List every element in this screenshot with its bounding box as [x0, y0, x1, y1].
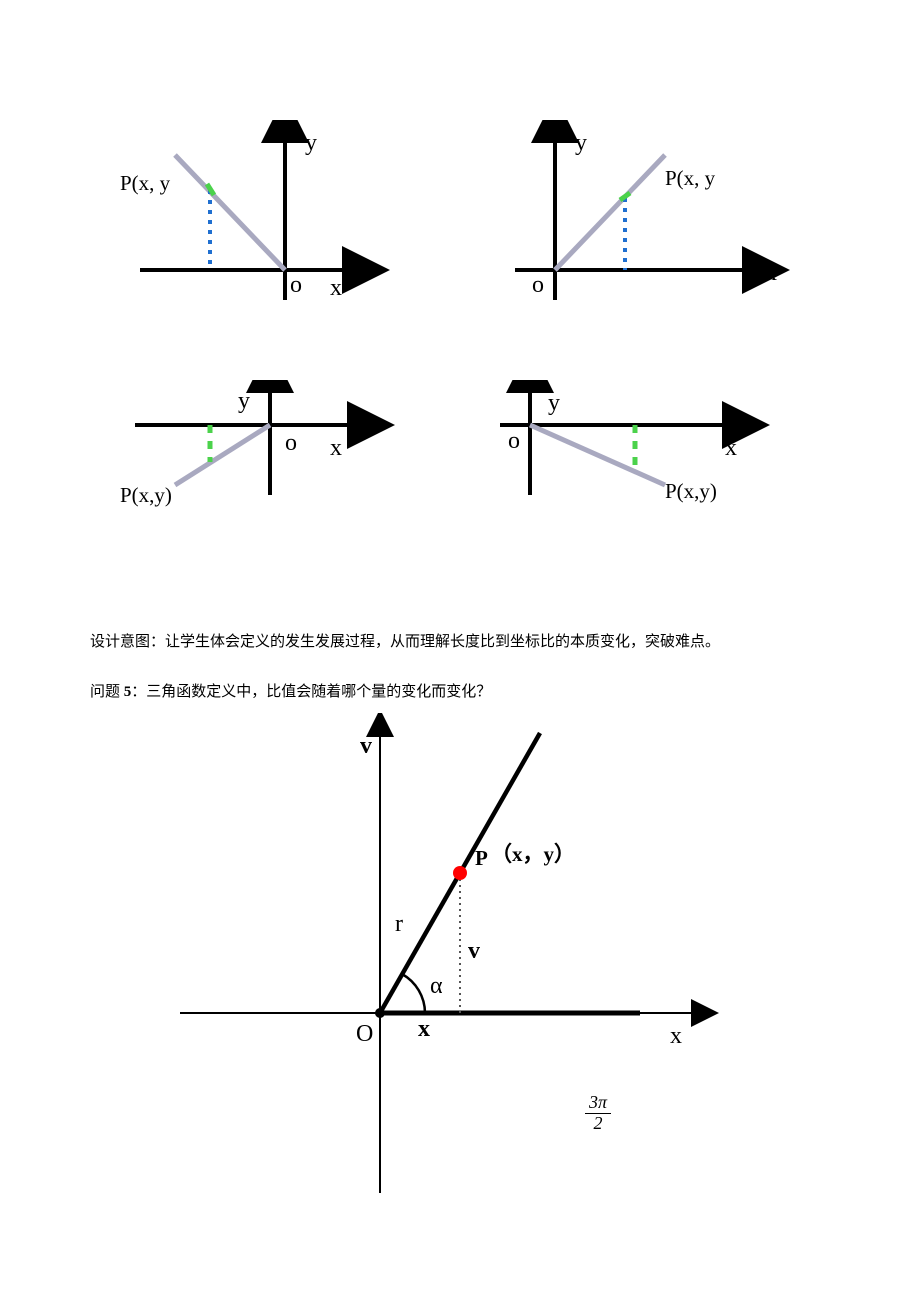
diagram-q4-svg: y x o P(x,y): [470, 380, 810, 520]
diagram-q3: y x o P(x,y): [90, 380, 450, 580]
origin-label: o: [508, 428, 520, 454]
x-axis-label: x: [670, 1023, 682, 1049]
diagram-q1-svg: y x o P(x, y: [470, 120, 810, 320]
y-axis-label: y: [238, 388, 250, 414]
y-axis-label: y: [575, 130, 587, 156]
point-label: P(x,y): [120, 483, 172, 507]
origin-label: o: [532, 272, 544, 298]
inner-v-label: v: [468, 938, 480, 964]
fraction-numerator: 3π: [585, 1093, 611, 1114]
x-axis-label: x: [765, 260, 777, 286]
four-quadrant-diagrams: y x o P(x, y y x o P(x, y: [90, 120, 830, 580]
x-axis-label: x: [725, 435, 737, 461]
main-diagram: v x O r α x v P （x，y） 3π 2: [140, 713, 780, 1213]
origin-label: o: [290, 272, 302, 298]
diagram-q2: y x o P(x, y: [90, 120, 450, 320]
y-axis-label: v: [360, 733, 372, 759]
diagram-q4: y x o P(x,y): [470, 380, 830, 580]
diagram-q1: y x o P(x, y: [470, 120, 830, 320]
question-body: ：三角函数定义中，比值会随着哪个量的变化而变化？: [131, 684, 491, 700]
point-label: P(x, y: [665, 166, 716, 190]
point-label: P(x,y): [665, 479, 717, 503]
x-axis-label: x: [330, 435, 342, 461]
origin-label: O: [356, 1021, 373, 1047]
main-diagram-svg: v x O r α x v P （x，y）: [140, 713, 780, 1213]
x-axis-label: x: [330, 275, 342, 301]
r-label: r: [395, 911, 403, 937]
point-P-coords: （x，y）: [491, 842, 575, 866]
y-axis-label: y: [548, 390, 560, 416]
fraction-denominator: 2: [585, 1114, 611, 1134]
question-prefix: 问题: [90, 684, 120, 700]
question-5: 问题 5：三角函数定义中，比值会随着哪个量的变化而变化？: [90, 680, 830, 706]
diagram-q3-svg: y x o P(x,y): [90, 380, 430, 520]
design-intent-text: 设计意图：让学生体会定义的发生发展过程，从而理解长度比到坐标比的本质变化，突破难…: [90, 630, 830, 656]
diagram-q2-svg: y x o P(x, y: [90, 120, 430, 320]
alpha-label: α: [430, 973, 443, 999]
y-axis-label: y: [305, 130, 317, 156]
origin-label: o: [285, 430, 297, 456]
fraction-3pi-over-2: 3π 2: [585, 1093, 611, 1134]
inner-x-label: x: [418, 1016, 430, 1042]
point-label: P(x, y: [120, 171, 171, 195]
point-P-letter: P: [475, 846, 488, 870]
